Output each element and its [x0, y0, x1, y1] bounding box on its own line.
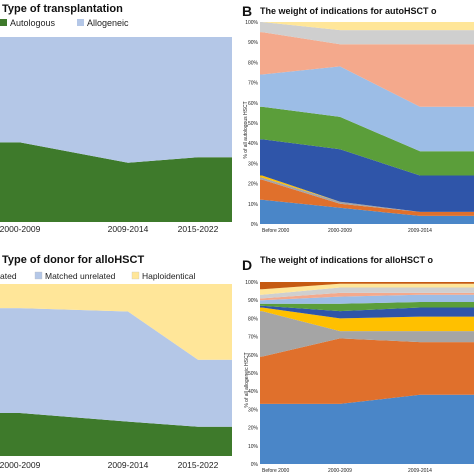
x-tick-label: 2009-2014 — [108, 460, 149, 470]
panel-c-title: Type of donor for alloHSCT — [2, 254, 144, 266]
x-tick-label: 2015-2022 — [178, 460, 219, 470]
y-tick-label: 30% — [248, 161, 259, 167]
x-tick-label: 2000-2009 — [328, 468, 352, 474]
y-tick-label: 10% — [248, 202, 259, 208]
panel-d: D The weight of indications for alloHSCT… — [242, 255, 474, 474]
x-tick-label: 2000-2009 — [328, 228, 352, 234]
x-tick-label: 2000-2009 — [0, 460, 41, 470]
y-tick-label: 50% — [248, 121, 259, 127]
legend-label: Matched unrelated — [45, 271, 116, 281]
area-series-9 — [260, 283, 474, 295]
panel-d-areas — [260, 282, 474, 464]
y-tick-label: 50% — [248, 371, 259, 377]
area-series-4 — [260, 139, 474, 212]
y-tick-label: 70% — [248, 335, 259, 341]
x-tick-label: 2009-2014 — [108, 224, 149, 234]
panel-d-y-ticks: 0% 10% 20% 30% 40% 50% 60% 70% 80% 90% 100% — [245, 280, 258, 468]
area-series-9 — [260, 22, 474, 31]
panel-c: Type of donor for alloHSCT ated Matched u… — [0, 254, 232, 470]
area-series-10 — [260, 282, 474, 290]
legend-swatch — [131, 271, 140, 280]
area-series-7 — [260, 292, 474, 301]
area-series-6 — [260, 66, 474, 152]
area-series-2 — [260, 311, 474, 357]
x-tick-label: Before 2000 — [262, 228, 289, 234]
y-tick-label: 60% — [248, 101, 259, 107]
y-tick-label: 60% — [248, 353, 259, 359]
panel-a-x-ticks: 2000-2009 2009-2014 2015-2022 — [0, 224, 219, 234]
x-tick-label: Before 2000 — [262, 468, 289, 474]
panel-c-x-ticks: 2000-2009 2009-2014 2015-2022 — [0, 460, 219, 470]
area-series-8 — [260, 22, 474, 45]
area-series-1 — [0, 37, 232, 163]
y-tick-label: 0% — [251, 462, 259, 468]
panel-d-title: The weight of indications for alloHSCT o — [260, 255, 434, 265]
area-series-1 — [0, 308, 232, 427]
legend-label-partial: ated — [0, 271, 17, 281]
x-tick-label: 2015-2022 — [178, 224, 219, 234]
panel-a: Type of transplantation Autologous Alloge… — [0, 3, 232, 234]
x-tick-label: 2009-2014 — [408, 468, 432, 474]
area-series-0 — [0, 142, 232, 222]
area-series-5 — [260, 106, 474, 176]
legend-label: Autologous — [10, 18, 56, 28]
area-series-0 — [260, 394, 474, 464]
y-tick-label: 20% — [248, 426, 259, 432]
panel-b: B The weight of indications for autoHSCT… — [242, 3, 474, 234]
x-tick-label: 2000-2009 — [0, 224, 41, 234]
area-series-7 — [260, 32, 474, 107]
legend-label: Allogeneic — [87, 18, 129, 28]
y-tick-label: 10% — [248, 444, 259, 450]
y-tick-label: 80% — [248, 316, 259, 322]
y-tick-label: 90% — [248, 298, 259, 304]
panel-b-areas — [260, 22, 474, 224]
area-series-6 — [260, 294, 474, 304]
y-tick-label: 90% — [248, 40, 259, 46]
panel-b-y-axis-label: % of all autologous HSCT — [243, 101, 249, 158]
area-series-8 — [260, 287, 474, 299]
y-tick-label: 70% — [248, 81, 259, 87]
panel-d-letter: D — [242, 257, 252, 273]
area-series-1 — [260, 338, 474, 404]
panel-a-title: Type of transplantation — [2, 3, 123, 15]
panel-b-letter: B — [242, 3, 252, 19]
y-tick-label: 30% — [248, 407, 259, 413]
area-series-3 — [260, 307, 474, 332]
panel-b-title: The weight of indications for autoHSCT o — [260, 6, 437, 16]
area-series-1 — [260, 179, 474, 216]
y-tick-label: 0% — [251, 222, 259, 228]
y-tick-label: 100% — [245, 280, 258, 286]
area-series-4 — [260, 305, 474, 319]
panel-c-areas — [0, 284, 232, 456]
y-tick-label: 40% — [248, 389, 259, 395]
panel-b-x-ticks: Before 2000 2000-2009 2009-2014 — [262, 228, 432, 234]
area-series-2 — [0, 284, 232, 360]
legend-swatch — [0, 19, 7, 26]
legend-swatch — [34, 271, 43, 280]
panel-b-y-ticks: 0% 10% 20% 30% 40% 50% 60% 70% 80% 90% 100% — [245, 20, 258, 228]
area-series-5 — [260, 302, 474, 312]
panel-d-y-axis-label: % of all allogeneic HSCT — [244, 352, 250, 407]
legend-label: Haploidentical — [142, 271, 196, 281]
area-series-0 — [0, 413, 232, 456]
x-tick-label: 2009-2014 — [408, 228, 432, 234]
y-tick-label: 80% — [248, 60, 259, 66]
panel-c-legend: ated Matched unrelated Haploidentical — [0, 271, 196, 281]
panel-a-legend: Autologous Allogeneic — [0, 18, 129, 28]
y-tick-label: 40% — [248, 141, 259, 147]
y-tick-label: 100% — [245, 20, 258, 26]
panel-d-x-ticks: Before 2000 2000-2009 2009-2014 — [262, 468, 432, 474]
legend-swatch — [77, 19, 84, 26]
y-tick-label: 20% — [248, 182, 259, 188]
panel-a-areas — [0, 37, 232, 222]
area-series-0 — [260, 199, 474, 224]
